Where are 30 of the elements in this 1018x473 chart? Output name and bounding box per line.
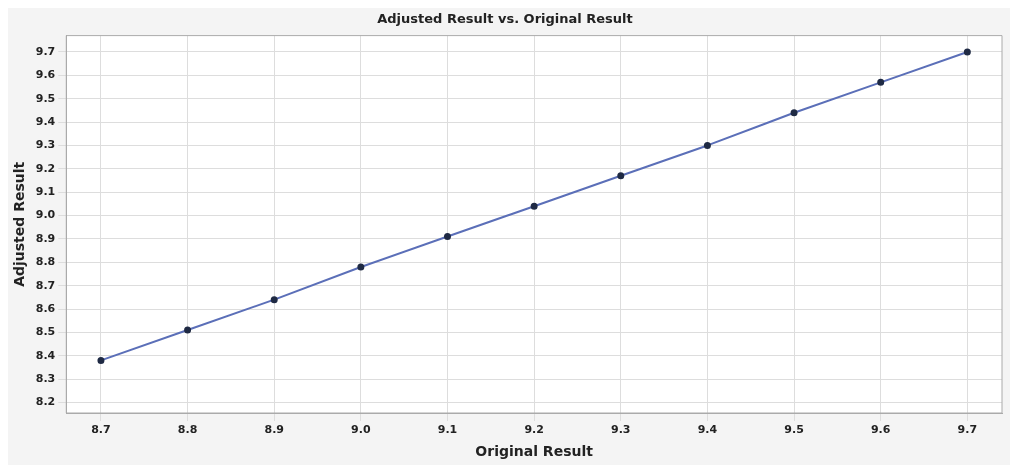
x-axis-title: Original Result bbox=[475, 443, 594, 460]
y-axis-title: Adjusted Result bbox=[11, 161, 28, 287]
y-tick-label: 9.3 bbox=[35, 138, 56, 152]
y-tick-label: 8.4 bbox=[35, 348, 56, 362]
y-tick-label: 8.5 bbox=[35, 325, 56, 339]
y-tick-label: 9.5 bbox=[35, 91, 56, 105]
y-tick-label: 8.6 bbox=[35, 301, 56, 315]
y-tick-label: 8.8 bbox=[35, 255, 56, 269]
chart-title: Adjusted Result vs. Original Result bbox=[377, 11, 633, 27]
x-tick-label: 9.5 bbox=[784, 423, 804, 437]
y-tick-label: 9.2 bbox=[35, 161, 56, 175]
y-tick-label: 9.1 bbox=[35, 185, 56, 199]
x-tick-label: 9.3 bbox=[611, 423, 631, 437]
y-tick-label: 9.7 bbox=[35, 44, 56, 58]
y-tick-label: 8.3 bbox=[35, 371, 56, 385]
y-tick-label: 8.2 bbox=[35, 395, 56, 409]
x-tick-label: 8.9 bbox=[264, 423, 284, 437]
y-tick-label: 9.4 bbox=[35, 114, 56, 128]
x-tick-label: 9.0 bbox=[351, 423, 371, 437]
x-tick-label: 9.2 bbox=[524, 423, 544, 437]
y-tick-label: 9.0 bbox=[35, 208, 56, 222]
x-tick-label: 9.4 bbox=[697, 423, 718, 437]
y-tick-label: 8.7 bbox=[35, 278, 56, 292]
x-tick-label: 8.7 bbox=[91, 423, 111, 437]
x-tick-label: 9.1 bbox=[437, 423, 458, 437]
x-tick-label: 9.7 bbox=[957, 423, 978, 437]
x-tick-label: 8.8 bbox=[177, 423, 198, 437]
y-tick-label: 9.6 bbox=[35, 68, 56, 82]
x-tick-label: 9.6 bbox=[870, 423, 891, 437]
y-tick-label: 8.9 bbox=[35, 231, 56, 245]
